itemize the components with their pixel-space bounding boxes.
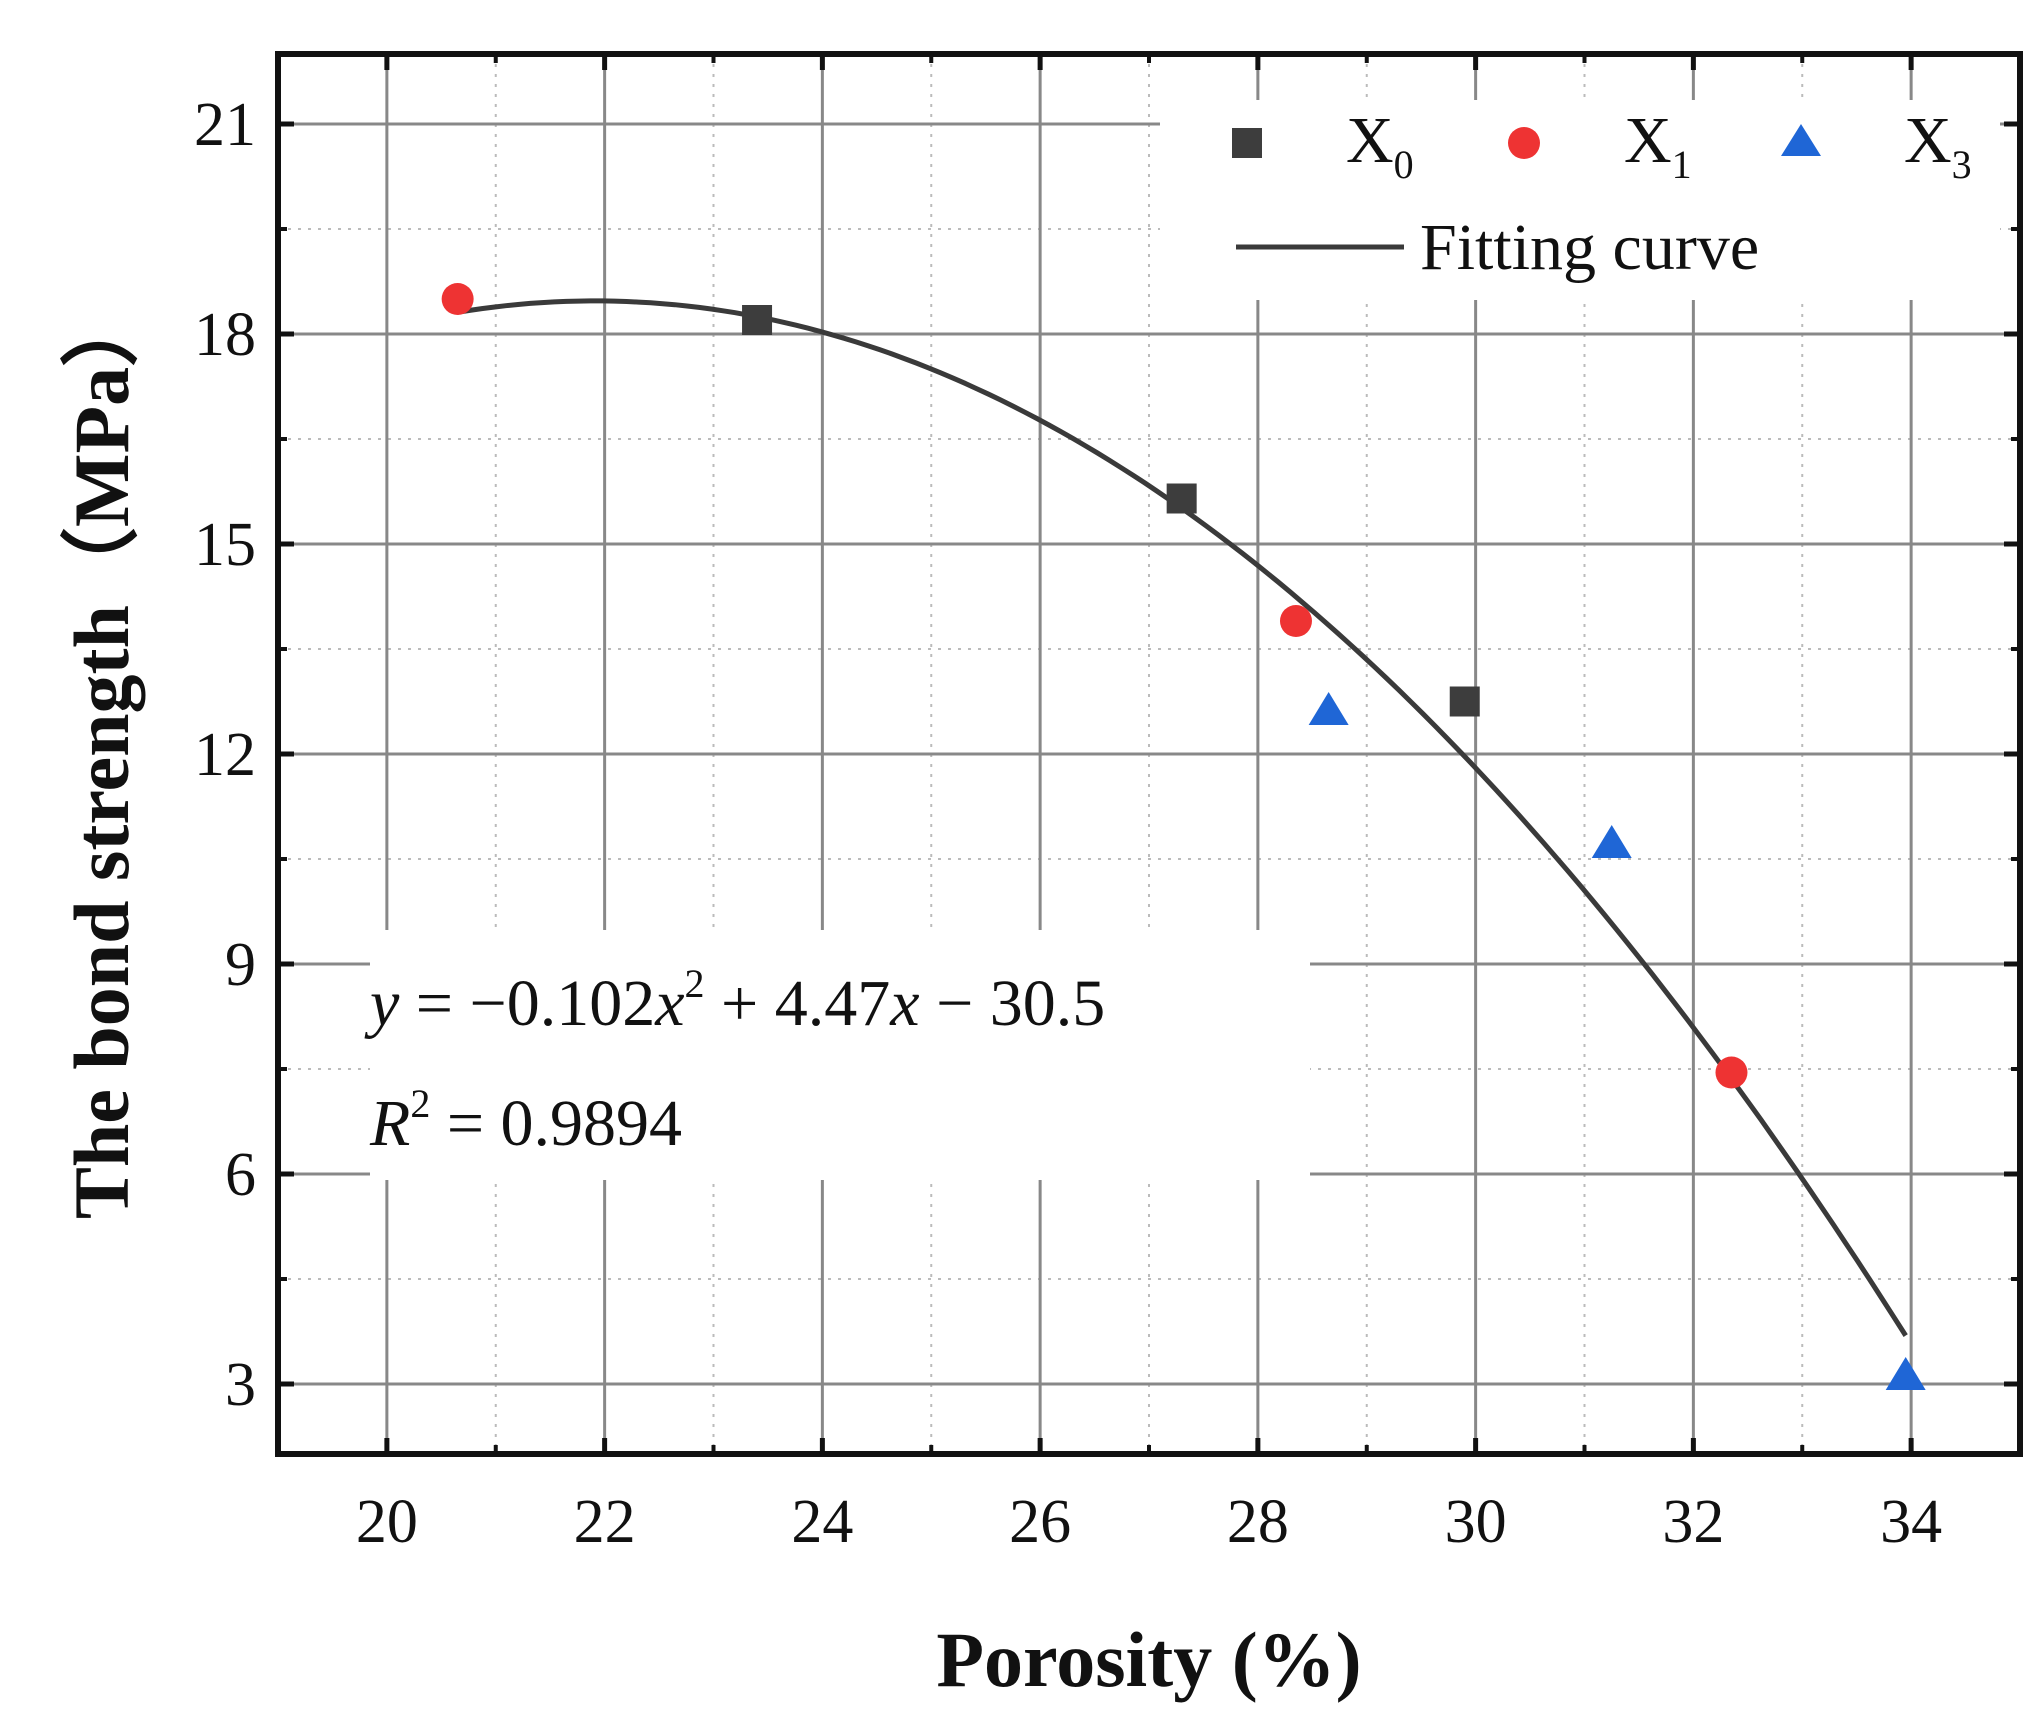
x-tick-label: 32 [1662, 1488, 1724, 1556]
legend-label-fit: Fitting curve [1420, 211, 1759, 284]
legend-label-x3-sub: 3 [1952, 142, 1972, 187]
point-x0 [1449, 686, 1480, 717]
eq-part1: = −0.102 [399, 967, 655, 1040]
y-tick-label: 18 [194, 301, 256, 369]
r-squared: R2 = 0.9894 [369, 1081, 682, 1160]
point-x3 [1885, 1357, 1926, 1390]
legend-label-x1: X1 [1624, 104, 1692, 187]
x-tick-labels: 20 22 24 26 28 30 32 34 [356, 1488, 1942, 1556]
r2-rest: = 0.9894 [430, 1087, 682, 1160]
y-axis-title: The bond strength（MPa） [58, 289, 145, 1219]
point-x1 [1279, 605, 1312, 637]
x-tick-label: 24 [791, 1488, 853, 1556]
r2-sup: 2 [410, 1081, 430, 1126]
legend-label-x3-main: X [1904, 104, 1952, 177]
x-axis-title: Porosity (%) [936, 1616, 1361, 1703]
equation-box [370, 930, 1310, 1180]
point-x0 [1166, 483, 1197, 514]
legend-marker-x0 [1232, 128, 1262, 158]
eq-part2: + 4.47 [705, 967, 891, 1040]
fit-equation: y = −0.102x2 + 4.47x − 30.5 [364, 961, 1105, 1040]
x-tick-label: 34 [1880, 1488, 1942, 1556]
y-tick-labels: 3 6 9 12 15 18 21 [194, 91, 256, 1419]
legend: X0 X1 X3 Fitting curve [1232, 104, 1972, 284]
y-tick-label: 9 [225, 931, 256, 999]
legend-label-x1-main: X [1624, 104, 1672, 177]
y-tick-label: 12 [194, 721, 256, 789]
y-tick-label: 15 [194, 511, 256, 579]
point-x1 [1715, 1056, 1748, 1089]
eq-y: y [364, 967, 400, 1040]
data-points [441, 283, 1926, 1390]
x-tick-label: 28 [1227, 1488, 1289, 1556]
point-x3 [1591, 825, 1632, 858]
y-tick-label: 3 [225, 1351, 256, 1419]
point-x0 [742, 305, 773, 335]
legend-label-x1-sub: 1 [1672, 142, 1692, 187]
y-tick-label: 21 [194, 91, 256, 159]
y-tick-label: 6 [225, 1141, 256, 1209]
legend-label-x3: X3 [1904, 104, 1972, 187]
eq-x2: x [889, 967, 919, 1040]
eq-sup1: 2 [685, 961, 705, 1006]
x-tick-label: 26 [1009, 1488, 1071, 1556]
point-x1 [441, 283, 474, 315]
x-tick-label: 30 [1445, 1488, 1507, 1556]
eq-part3: − 30.5 [920, 967, 1106, 1040]
legend-label-x0-sub: 0 [1394, 142, 1414, 187]
x-tick-label: 22 [574, 1488, 636, 1556]
legend-marker-x3 [1781, 124, 1821, 156]
legend-label-x0: X0 [1346, 104, 1414, 187]
r2-r: R [369, 1087, 410, 1160]
point-x3 [1308, 692, 1349, 725]
axis-ticks [278, 54, 2020, 1454]
legend-box [1160, 100, 2000, 300]
legend-marker-x1 [1508, 127, 1540, 159]
x-tick-label: 20 [356, 1488, 418, 1556]
eq-x1: x [654, 967, 684, 1040]
legend-label-x0-main: X [1346, 104, 1394, 177]
